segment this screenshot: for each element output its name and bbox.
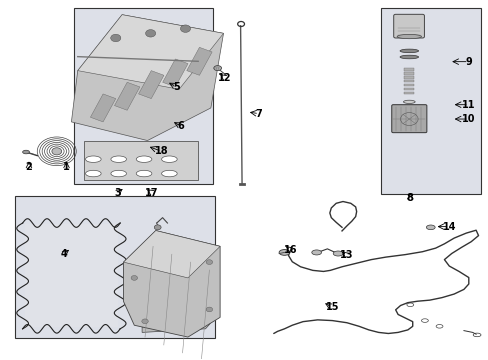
Circle shape (154, 225, 161, 230)
Text: 4: 4 (61, 248, 67, 258)
Text: 13: 13 (340, 250, 353, 260)
Polygon shape (71, 15, 223, 140)
FancyBboxPatch shape (393, 14, 424, 38)
Bar (404, 76, 413, 78)
Circle shape (131, 275, 137, 280)
Text: 1: 1 (63, 162, 70, 172)
Polygon shape (186, 47, 212, 75)
Text: 10: 10 (461, 114, 474, 124)
Ellipse shape (161, 170, 177, 177)
Text: 9: 9 (465, 57, 471, 67)
Text: 18: 18 (155, 146, 168, 156)
Bar (404, 80, 413, 82)
Polygon shape (123, 230, 220, 278)
Ellipse shape (161, 156, 177, 162)
Text: 14: 14 (442, 222, 455, 231)
Circle shape (180, 25, 190, 32)
Polygon shape (123, 230, 220, 337)
Polygon shape (114, 82, 140, 110)
Ellipse shape (136, 170, 152, 177)
Text: 6: 6 (177, 121, 184, 131)
Bar (83, 140, 198, 180)
Ellipse shape (22, 150, 29, 154)
Circle shape (206, 260, 212, 265)
Ellipse shape (136, 156, 152, 162)
Bar (25, 224, 118, 327)
Polygon shape (78, 15, 223, 89)
Bar (404, 72, 413, 75)
Bar (15, 196, 215, 338)
Text: 11: 11 (461, 100, 474, 110)
Ellipse shape (426, 225, 434, 230)
Text: 3: 3 (114, 188, 121, 198)
Ellipse shape (399, 49, 418, 53)
Ellipse shape (399, 55, 418, 59)
Bar (380, 8, 480, 194)
Polygon shape (90, 94, 116, 122)
Text: 7: 7 (255, 109, 262, 119)
Ellipse shape (85, 170, 101, 177)
Circle shape (142, 319, 148, 324)
Polygon shape (163, 59, 188, 87)
Ellipse shape (85, 156, 101, 162)
Polygon shape (138, 71, 163, 99)
Ellipse shape (279, 249, 289, 255)
Circle shape (145, 30, 155, 37)
Bar (404, 88, 413, 90)
Text: 2: 2 (25, 162, 32, 172)
Text: 17: 17 (145, 188, 158, 198)
Bar (404, 92, 413, 94)
Text: 5: 5 (172, 82, 179, 92)
Bar (404, 84, 413, 86)
Circle shape (206, 307, 212, 312)
Ellipse shape (213, 66, 221, 71)
Circle shape (110, 34, 121, 42)
Polygon shape (142, 323, 210, 332)
Ellipse shape (332, 251, 342, 256)
Ellipse shape (111, 156, 126, 162)
Bar (404, 68, 413, 71)
Ellipse shape (403, 100, 414, 103)
Bar (74, 8, 212, 184)
Ellipse shape (396, 35, 421, 39)
Ellipse shape (311, 250, 321, 255)
Text: 12: 12 (218, 73, 231, 83)
Text: 8: 8 (406, 193, 413, 203)
Ellipse shape (111, 170, 126, 177)
FancyBboxPatch shape (391, 105, 426, 133)
Text: 15: 15 (325, 302, 338, 312)
Text: 16: 16 (284, 245, 297, 255)
Circle shape (52, 148, 61, 155)
